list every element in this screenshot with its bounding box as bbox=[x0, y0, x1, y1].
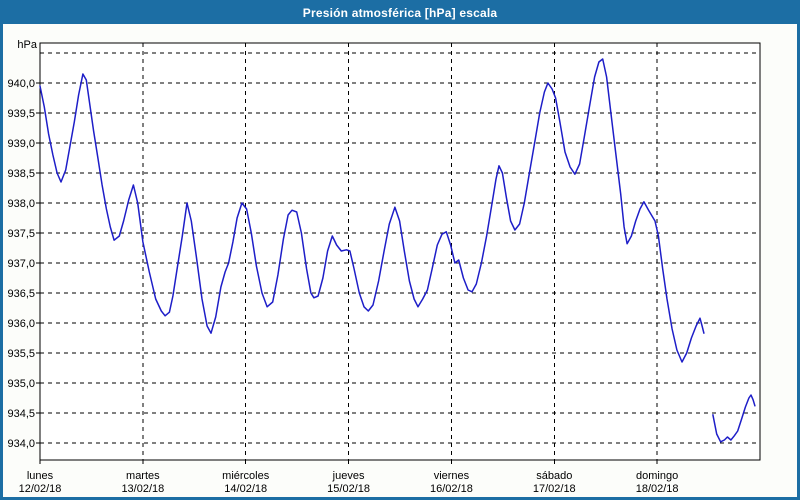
x-axis-date-label: 18/02/18 bbox=[636, 483, 679, 495]
pressure-line-chart: 940,0 939,5 939,0 938,5 938,0 937,5 937,0 936,5… bbox=[7, 42, 761, 495]
pressure-line-segment bbox=[712, 394, 756, 443]
x-axis-day-label: sábado bbox=[536, 470, 572, 482]
y-axis-label: 936,0 bbox=[7, 318, 35, 330]
x-axis-date-label: 16/02/18 bbox=[430, 483, 473, 495]
y-axis-label: 938,5 bbox=[7, 168, 35, 180]
x-axis-date-label: 12/02/18 bbox=[19, 483, 62, 495]
x-axis-date-label: 14/02/18 bbox=[224, 483, 267, 495]
plot-area bbox=[40, 43, 760, 460]
x-axis-day-label: miércoles bbox=[222, 470, 270, 482]
x-axis-day-label: lunes bbox=[27, 470, 54, 482]
x-axis-date-label: 15/02/18 bbox=[327, 483, 370, 495]
window-title: Presión atmosférica [hPa] escala bbox=[302, 6, 498, 20]
plot-border bbox=[39, 42, 761, 461]
y-axis-label: 935,5 bbox=[7, 348, 35, 360]
y-axis-label: 939,5 bbox=[7, 108, 35, 120]
y-axis-label: 937,0 bbox=[7, 258, 35, 270]
x-axis-date-label: 13/02/18 bbox=[121, 483, 164, 495]
y-axis-label: 938,0 bbox=[7, 198, 35, 210]
y-axis-label: 934,0 bbox=[7, 438, 35, 450]
title-bar: Presión atmosférica [hPa] escala bbox=[3, 3, 797, 24]
y-axis-label: 934,5 bbox=[7, 408, 35, 420]
x-axis-day-label: jueves bbox=[332, 470, 365, 482]
y-axis-label: 935,0 bbox=[7, 378, 35, 390]
x-axis-day-label: viernes bbox=[434, 470, 470, 482]
y-axis-unit-label: hPa bbox=[17, 39, 37, 51]
pressure-line-segment bbox=[39, 58, 705, 363]
y-axis-label: 939,0 bbox=[7, 138, 35, 150]
y-axis-label: 936,5 bbox=[7, 288, 35, 300]
x-axis-date-label: 17/02/18 bbox=[533, 483, 576, 495]
x-axis-day-label: domingo bbox=[636, 470, 678, 482]
y-axis-label: 937,5 bbox=[7, 228, 35, 240]
x-axis-day-label: martes bbox=[126, 470, 160, 482]
y-axis-label: 940,0 bbox=[7, 78, 35, 90]
